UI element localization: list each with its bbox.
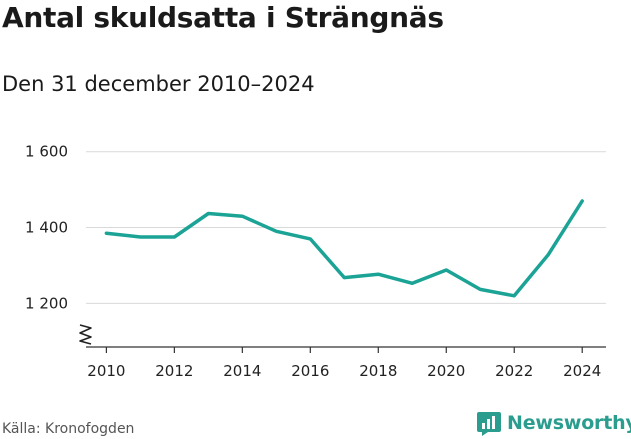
x-tick-label: 2012 bbox=[155, 362, 193, 380]
x-tick-label: 2010 bbox=[87, 362, 125, 380]
brand-name: Newsworthy bbox=[507, 412, 631, 434]
newsworthy-logo-icon bbox=[476, 410, 502, 436]
x-tick-label: 2022 bbox=[495, 362, 533, 380]
x-tick-label: 2024 bbox=[563, 362, 601, 380]
line-chart: 1 200 1 400 1 600 2010 2012 2014 2016 2018 2020 2… bbox=[0, 0, 631, 400]
y-tick-label: 1 200 bbox=[25, 294, 68, 312]
y-tick-label: 1 400 bbox=[25, 219, 68, 237]
x-tick-label: 2018 bbox=[359, 362, 397, 380]
x-tick-label: 2016 bbox=[291, 362, 329, 380]
data-line bbox=[106, 201, 582, 296]
y-tick-label: 1 600 bbox=[25, 143, 68, 161]
x-tick-label: 2020 bbox=[427, 362, 465, 380]
x-tick-label: 2014 bbox=[223, 362, 261, 380]
source-note: Källa: Kronofogden bbox=[2, 421, 134, 437]
brand-logo: Newsworthy bbox=[476, 410, 631, 436]
axis-break-icon bbox=[80, 325, 91, 344]
